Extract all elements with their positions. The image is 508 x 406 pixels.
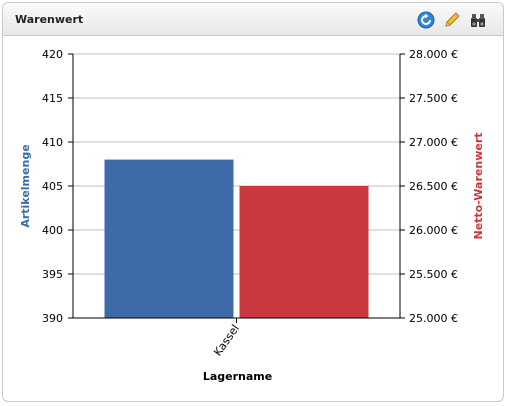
widget-header: Warenwert [3,3,503,36]
right-tick-label: 25.500 € [409,268,458,281]
left-tick-label: 420 [42,48,63,61]
left-tick-label: 415 [42,92,63,105]
left-axis-ticks: 420 415 410 405 400 395 390 [42,48,73,325]
left-tick-label: 395 [42,268,63,281]
warenwert-widget: Warenwert [2,2,504,402]
right-tick-label: 28.000 € [409,48,458,61]
x-tick-label: Kassel [211,322,242,358]
left-tick-label: 400 [42,224,63,237]
right-tick-label: 26.500 € [409,180,458,193]
bars [104,159,369,318]
right-tick-label: 27.000 € [409,136,458,149]
refresh-icon[interactable] [417,11,435,29]
x-axis-ticks: Kassel [211,318,242,358]
left-tick-label: 410 [42,136,63,149]
bar-netto-warenwert-kassel[interactable] [239,186,369,318]
left-tick-label: 390 [42,312,63,325]
binoculars-icon[interactable] [469,11,487,29]
right-axis-ticks: 28.000 € 27.500 € 27.000 € 26.500 € 26.000 €… [400,48,458,325]
edit-pencil-icon[interactable] [443,11,461,29]
bar-artikelmenge-kassel[interactable] [104,159,234,318]
right-tick-label: 25.000 € [409,312,458,325]
y-axis-label-left: Artikelmenge [19,144,32,227]
left-tick-label: 405 [42,180,63,193]
right-tick-label: 27.500 € [409,92,458,105]
right-tick-label: 26.000 € [409,224,458,237]
x-axis-label: Lagername [203,370,272,383]
y-axis-label-right: Netto-Warenwert [472,133,485,240]
widget-title: Warenwert [15,13,84,26]
